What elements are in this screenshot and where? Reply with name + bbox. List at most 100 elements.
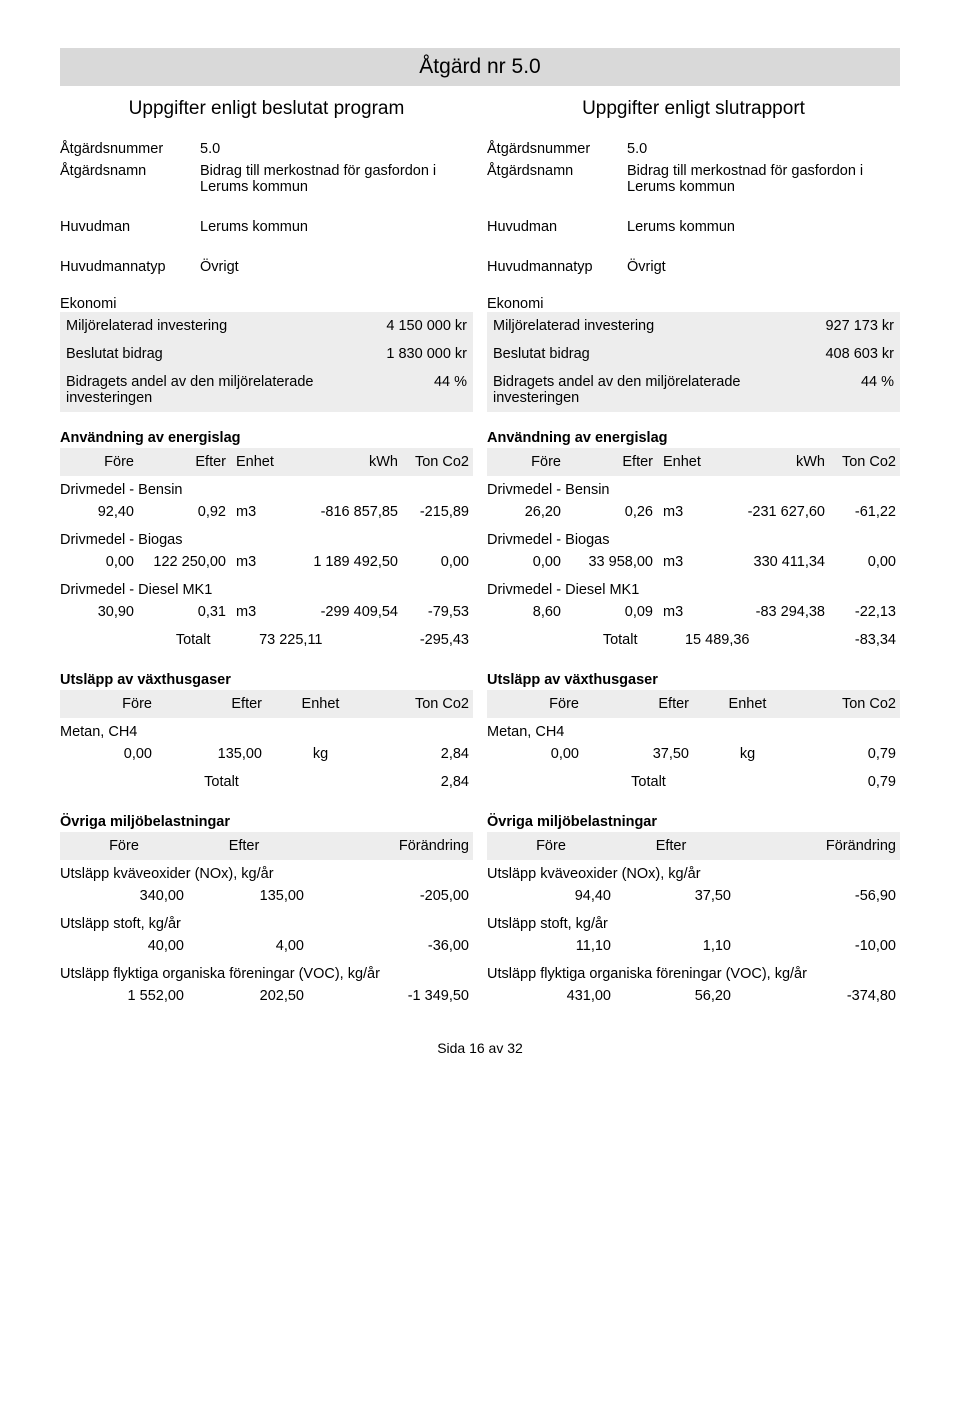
row-atgardsnummer-r: Åtgärdsnummer 5.0 <box>487 138 900 160</box>
subtitle-left: Uppgifter enligt beslutat program <box>60 86 473 138</box>
c-fore: 1 552,00 <box>64 988 184 1004</box>
h-ton: Ton Co2 <box>379 696 469 712</box>
other-label: Utsläpp stoft, kg/år <box>60 910 473 932</box>
fuel-total-l: Totalt 73 225,11 -295,43 <box>60 626 473 654</box>
c-enhet: m3 <box>653 604 725 620</box>
ekonomi-head-l: Ekonomi <box>60 296 473 312</box>
fuel-header-l: Före Efter Enhet kWh Ton Co2 <box>60 448 473 476</box>
c-forandring: -205,00 <box>304 888 469 904</box>
totalt-label: Totalt <box>491 632 650 648</box>
fuel-row: 30,900,31m3-299 409,54-79,53 <box>60 598 473 626</box>
anvandning-head-r: Användning av energislag <box>487 412 900 448</box>
h-efter: Efter <box>152 696 262 712</box>
fuel-rows-r: Drivmedel - Bensin26,200,26m3-231 627,60… <box>487 476 900 626</box>
c-fore: 431,00 <box>491 988 611 1004</box>
h-efter: Efter <box>134 454 226 470</box>
c-forandring: -56,90 <box>731 888 896 904</box>
h-enhet: Enhet <box>226 454 298 470</box>
econ-andel-r: Bidragets andel av den miljörelaterade i… <box>487 368 900 412</box>
econ-andel-l: Bidragets andel av den miljörelaterade i… <box>60 368 473 412</box>
ghg-row: 0,0037,50kg0,79 <box>487 740 900 768</box>
value: 5.0 <box>627 141 900 157</box>
c-efter: 1,10 <box>611 938 731 954</box>
ghg-header-l: Före Efter Enhet Ton Co2 <box>60 690 473 718</box>
label: Huvudman <box>487 219 627 235</box>
tot-ton: -83,34 <box>750 632 897 648</box>
columns: Uppgifter enligt beslutat program Åtgärd… <box>60 86 900 1010</box>
fuel-row: 0,00122 250,00m31 189 492,500,00 <box>60 548 473 576</box>
fuel-total-r: Totalt 15 489,36 -83,34 <box>487 626 900 654</box>
econ-beslutat-l: Beslutat bidrag 1 830 000 kr <box>60 340 473 368</box>
ghg-head-l: Utsläpp av växthusgaser <box>60 654 473 690</box>
label: Huvudmannatyp <box>487 259 627 275</box>
fuel-label: Drivmedel - Bensin <box>60 476 473 498</box>
h-efter: Efter <box>611 838 731 854</box>
h-fore: Före <box>64 454 134 470</box>
value: Bidrag till merkostnad för gasfordon i L… <box>627 163 900 195</box>
h-ton: Ton Co2 <box>806 696 896 712</box>
label: Bidragets andel av den miljörelaterade i… <box>493 374 774 406</box>
c-fore: 92,40 <box>64 504 134 520</box>
label: Huvudman <box>60 219 200 235</box>
fuel-header-r: Före Efter Enhet kWh Ton Co2 <box>487 448 900 476</box>
label: Miljörelaterad investering <box>493 318 774 334</box>
h-fore: Före <box>491 696 579 712</box>
anvandning-head-l: Användning av energislag <box>60 412 473 448</box>
value: Bidrag till merkostnad för gasfordon i L… <box>200 163 473 195</box>
label: Åtgärdsnamn <box>60 163 200 179</box>
c-enhet: m3 <box>653 504 725 520</box>
other-head-r: Övriga miljöbelastningar <box>487 796 900 832</box>
h-ton: Ton Co2 <box>825 454 896 470</box>
fuel-row: 26,200,26m3-231 627,60-61,22 <box>487 498 900 526</box>
c-ton: 0,00 <box>398 554 469 570</box>
totalt-label: Totalt <box>64 774 379 790</box>
c-ton: 0,79 <box>806 746 896 762</box>
other-row: 40,004,00-36,00 <box>60 932 473 960</box>
c-efter: 0,26 <box>561 504 653 520</box>
value: 5.0 <box>200 141 473 157</box>
value: Övrigt <box>627 259 900 275</box>
other-header-l: Före Efter Förändring <box>60 832 473 860</box>
totalt-label: Totalt <box>64 632 223 648</box>
ghg-head-r: Utsläpp av växthusgaser <box>487 654 900 690</box>
col-right: Uppgifter enligt slutrapport Åtgärdsnumm… <box>487 86 900 1010</box>
c-fore: 40,00 <box>64 938 184 954</box>
tot-ton: -295,43 <box>323 632 470 648</box>
value: Lerums kommun <box>200 219 473 235</box>
h-efter: Efter <box>561 454 653 470</box>
other-row: 1 552,00202,50-1 349,50 <box>60 982 473 1010</box>
h-fore: Före <box>491 454 561 470</box>
c-fore: 30,90 <box>64 604 134 620</box>
ghg-row: 0,00135,00kg2,84 <box>60 740 473 768</box>
h-enhet: Enhet <box>262 696 379 712</box>
ghg-total-r: Totalt 0,79 <box>487 768 900 796</box>
c-efter: 33 958,00 <box>561 554 653 570</box>
c-fore: 340,00 <box>64 888 184 904</box>
fuel-label: Drivmedel - Bensin <box>487 476 900 498</box>
c-efter: 0,92 <box>134 504 226 520</box>
c-forandring: -374,80 <box>731 988 896 1004</box>
value: Övrigt <box>200 259 473 275</box>
c-enhet: kg <box>262 746 379 762</box>
ekonomi-head-r: Ekonomi <box>487 296 900 312</box>
ghg-total-l: Totalt 2,84 <box>60 768 473 796</box>
row-atgardsnummer-l: Åtgärdsnummer 5.0 <box>60 138 473 160</box>
c-kwh: -231 627,60 <box>725 504 825 520</box>
other-rows-l: Utsläpp kväveoxider (NOx), kg/år340,0013… <box>60 860 473 1010</box>
c-enhet: m3 <box>653 554 725 570</box>
other-row: 94,4037,50-56,90 <box>487 882 900 910</box>
c-efter: 4,00 <box>184 938 304 954</box>
c-efter: 0,09 <box>561 604 653 620</box>
other-label: Utsläpp kväveoxider (NOx), kg/år <box>60 860 473 882</box>
c-efter: 135,00 <box>152 746 262 762</box>
fuel-label: Drivmedel - Biogas <box>487 526 900 548</box>
h-fore: Före <box>491 838 611 854</box>
c-fore: 0,00 <box>64 746 152 762</box>
other-row: 11,101,10-10,00 <box>487 932 900 960</box>
col-left: Uppgifter enligt beslutat program Åtgärd… <box>60 86 473 1010</box>
title-band: Åtgärd nr 5.0 <box>60 48 900 86</box>
c-enhet: m3 <box>226 504 298 520</box>
other-label: Utsläpp stoft, kg/år <box>487 910 900 932</box>
c-fore: 0,00 <box>491 746 579 762</box>
h-forandring: Förändring <box>731 838 896 854</box>
